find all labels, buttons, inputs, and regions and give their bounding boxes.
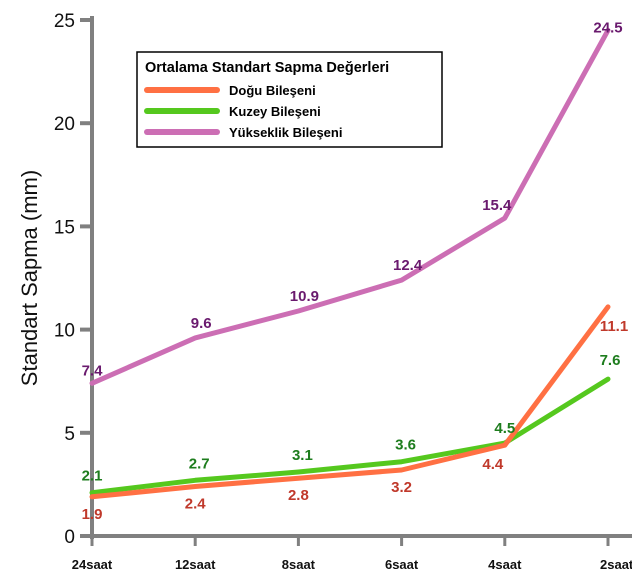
data-label-kuzey-bileşeni-8saat: 3.1 bbox=[292, 447, 313, 464]
data-label-doğu-bileşeni-4saat: 4.4 bbox=[482, 456, 504, 473]
data-label-doğu-bileşeni-8saat: 2.8 bbox=[288, 487, 309, 504]
data-label-doğu-bileşeni-12saat: 2.4 bbox=[185, 495, 207, 512]
axes-layer: 0 5 10 15 20 25 24saat 12saat 8saat 6saat 4saat 2sa… bbox=[17, 11, 632, 572]
series-line-kuzey-bileşeni bbox=[89, 376, 611, 496]
y-tick-label-15: 15 bbox=[54, 217, 75, 238]
series-line-yükseklik-bileşeni bbox=[89, 27, 611, 386]
data-label-yükseklik-bileşeni-2saat: 24.5 bbox=[593, 19, 622, 36]
series-line-doğu-bileşeni bbox=[89, 304, 611, 500]
x-tick-label-4saat: 4saat bbox=[488, 557, 522, 572]
legend-entry-yükseklik-bileşeni: Yükseklik Bileşeni bbox=[229, 125, 342, 140]
y-axis-title: Standart Sapma (mm) bbox=[17, 170, 42, 386]
y-tick-label-20: 20 bbox=[54, 114, 75, 135]
x-tick-label-6saat: 6saat bbox=[385, 557, 419, 572]
y-tick-label-25: 25 bbox=[54, 11, 75, 32]
x-tick-label-12saat: 12saat bbox=[175, 557, 216, 572]
data-label-kuzey-bileşeni-6saat: 3.6 bbox=[395, 437, 416, 454]
x-tick-label-2saat: 2saat bbox=[600, 557, 632, 572]
legend-title: Ortalama Standart Sapma Değerleri bbox=[145, 60, 389, 76]
data-label-yükseklik-bileşeni-24saat: 7.4 bbox=[82, 362, 104, 379]
y-tick-label-0: 0 bbox=[64, 527, 75, 548]
data-label-doğu-bileşeni-2saat: 11.1 bbox=[600, 318, 628, 335]
legend-entry-doğu-bileşeni: Doğu Bileşeni bbox=[229, 83, 316, 98]
data-label-yükseklik-bileşeni-12saat: 9.6 bbox=[191, 315, 212, 332]
x-tick-label-24saat: 24saat bbox=[72, 557, 113, 572]
legend-entry-kuzey-bileşeni: Kuzey Bileşeni bbox=[229, 104, 321, 119]
legend: Ortalama Standart Sapma Değerleri Doğu B… bbox=[136, 51, 443, 148]
y-tick-label-5: 5 bbox=[64, 424, 75, 445]
data-label-doğu-bileşeni-6saat: 3.2 bbox=[391, 479, 412, 496]
data-labels-layer: 1.9 2.4 2.8 3.2 4.4 11.1 2.1 2.7 3.1 3.6 4.5 7.6 7.4… bbox=[82, 19, 629, 522]
data-label-yükseklik-bileşeni-6saat: 12.4 bbox=[393, 257, 423, 274]
data-label-yükseklik-bileşeni-8saat: 10.9 bbox=[290, 288, 319, 305]
data-label-kuzey-bileşeni-12saat: 2.7 bbox=[189, 455, 210, 472]
data-label-kuzey-bileşeni-4saat: 4.5 bbox=[494, 420, 515, 437]
y-tick-label-10: 10 bbox=[54, 321, 75, 342]
data-label-yükseklik-bileşeni-4saat: 15.4 bbox=[482, 197, 512, 214]
data-label-kuzey-bileşeni-2saat: 7.6 bbox=[600, 352, 621, 369]
series-layer bbox=[89, 27, 611, 500]
data-label-kuzey-bileşeni-24saat: 2.1 bbox=[82, 468, 103, 485]
x-tick-label-8saat: 8saat bbox=[282, 557, 316, 572]
data-label-doğu-bileşeni-24saat: 1.9 bbox=[82, 506, 103, 523]
